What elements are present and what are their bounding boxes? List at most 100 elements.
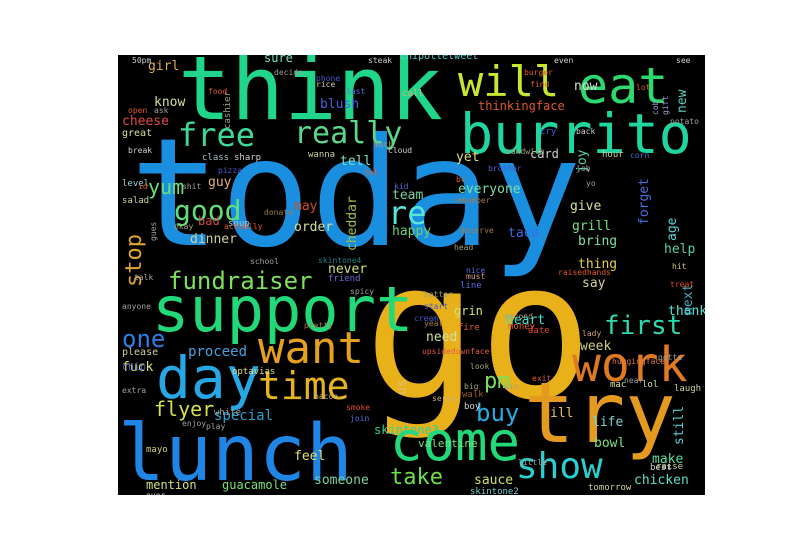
cloud-word: play [206,422,226,431]
cloud-word: great [122,128,153,139]
cloud-word: donate [264,208,293,217]
cloud-word: give [570,199,602,214]
cloud-word: taco [508,226,540,241]
cloud-word: feel [294,449,326,464]
cloud-word: cashier [223,91,233,129]
cloud-word: chipotletweet [400,55,479,62]
cloud-word: one [122,325,166,353]
cloud-word: find [530,80,550,89]
cloud-word: sauce [474,473,514,488]
cloud-word: gift [661,95,670,115]
cloud-word: need [426,330,458,345]
cloud-word: bacon [314,392,339,401]
cloud-word: take [390,465,443,490]
cloud-word: near [624,376,644,385]
cloud-word: head [454,243,474,252]
cloud-word: cloud [388,146,413,155]
cloud-word: big [464,382,479,391]
cloud-word: hour [602,150,624,160]
cloud-word: back [576,127,596,136]
cloud-word: mac [610,380,627,390]
cloud-word: second [504,312,533,321]
cloud-word: food [208,87,228,96]
cloud-word: lunch [118,409,353,495]
cloud-word: girl [148,59,180,74]
cloud-word: date [528,326,550,336]
cloud-word: today [130,107,582,281]
cloud-word: burger [524,68,553,77]
cloud-word: fundraiser [168,267,313,295]
cloud-word: pm [484,369,511,394]
cloud-word: wanna [308,150,336,160]
cloud-word: go [364,221,593,442]
cloud-word: ill [550,406,574,421]
cloud-word: yet [456,150,480,165]
cloud-word: talk [134,273,154,282]
cloud-word: deserve [460,226,494,235]
cloud-word: year [424,319,444,328]
cloud-word: valentine [418,437,478,450]
cloud-word: join [350,414,370,423]
cloud-word: thank [668,304,705,319]
cloud-word: work [572,337,688,393]
cloud-word: support [152,273,414,346]
cloud-word: flyer [154,397,215,421]
cloud-word: chip [122,362,147,373]
cloud-word: try [524,364,676,462]
cloud-word: dinner [190,232,237,247]
cloud-word: bad [198,214,220,228]
cloud-word: good [174,194,242,227]
cloud-word: grill [572,219,612,234]
cloud-word: heart [506,313,546,328]
cloud-word: bring [578,234,618,249]
cloud-word: treat [670,280,695,289]
cloud-word: show [516,446,603,487]
cloud-word: first [604,311,683,341]
cloud-word: sandwich [506,147,545,156]
cloud-word: mayo [146,445,168,455]
cloud-word: mention [146,478,197,492]
cloud-word: pizza [218,166,243,175]
cloud-word: serve [432,394,457,403]
cloud-word: week [580,339,612,354]
cloud-word: boy [464,402,481,412]
cloud-word: make [652,452,684,467]
cloud-word: okay [174,222,194,231]
cloud-word: skintone2 [470,487,519,496]
cloud-word: eat [578,57,669,115]
cloud-word: upsidedownface [422,347,490,356]
cloud-word: cob [651,100,660,115]
cloud-word: forget [637,178,652,225]
cloud-word: sharp [234,153,262,163]
cloud-word: yum [148,175,185,199]
cloud-word: fuck [122,360,154,375]
cloud-word: lot [636,83,651,92]
cloud-word: say [582,276,606,291]
cloud-word: little [518,458,547,467]
cloud-word: huggingface [612,357,665,366]
cloud-word: laugh [674,384,702,394]
cloud-word: level [122,179,150,189]
cloud-word: special [214,408,274,424]
cloud-word: really [294,116,403,151]
cloud-word: now [574,79,598,94]
cloud-word: enjoy [182,419,207,428]
cloud-word: please [122,347,159,358]
cloud-word: start [424,302,449,311]
cloud-word: pretty [304,321,333,330]
cloud-word: brother [488,164,522,173]
cloud-word: ever [146,492,165,496]
cloud-word: time [258,364,350,408]
cloud-word: spicy [350,287,375,296]
cloud-word: tomorrow [588,483,632,493]
cloud-word: gues [149,221,158,241]
cloud-word: money [508,322,536,332]
cloud-word: fire [458,323,480,333]
cloud-word: everyone [458,182,521,197]
cloud-word: day [156,344,261,412]
cloud-word: kid [394,182,409,191]
cloud-word: win [504,382,519,391]
cloud-word: age [665,217,680,241]
cloud-word: last [346,87,366,96]
cloud-word: raisedhands [558,268,611,277]
